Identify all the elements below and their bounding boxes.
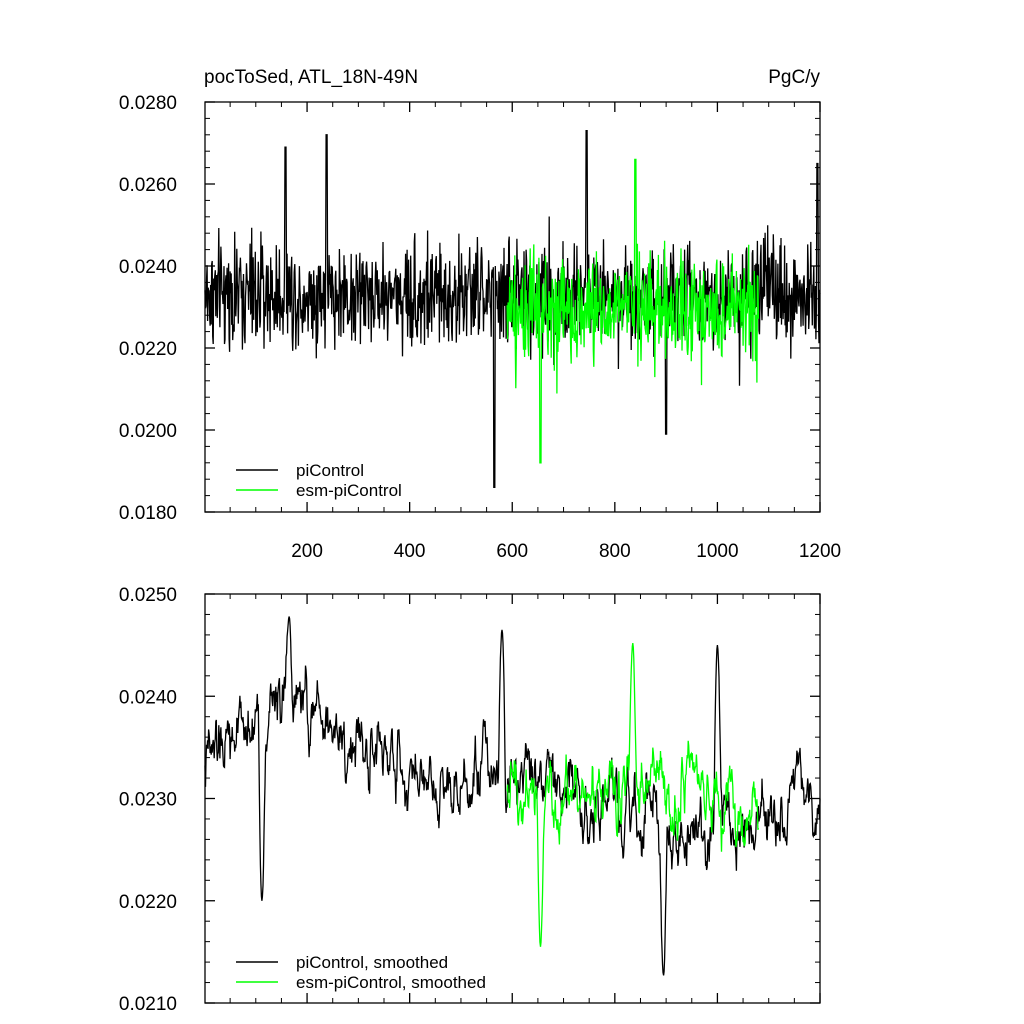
series-line-esm-picontrol [506,158,760,464]
y-tick-label: 0.0230 [119,790,177,811]
top-panel: pocToSed, ATL_18N-49N PgC/y 0.0180 0.0200… [119,67,841,562]
chart-title: pocToSed, ATL_18N-49N [204,67,418,88]
bottom-plot-area: 0.0210 0.0220 0.0230 0.0240 0.0250 [119,585,821,1015]
y-tick-label: 0.0240 [119,687,177,708]
y-tick-label: 0.0250 [119,585,177,606]
x-tick-label: 600 [496,541,528,562]
y-tick-label: 0.0220 [119,892,177,913]
y-tick-label: 0.0220 [119,339,177,360]
x-tick-label: 800 [599,541,631,562]
series-line-esm-picontrol-smoothed [506,643,760,947]
y-tick-label: 0.0240 [119,257,177,278]
y-tick-label: 0.0180 [119,503,177,524]
top-plot-area: 0.0180 0.0200 0.0220 0.0240 0.0260 0.0280 200 4… [119,93,841,562]
legend-label-picontrol: piControl [296,461,364,480]
legend-label-picontrol-smoothed: piControl, smoothed [296,953,448,972]
bottom-legend: piControl, smoothed esm-piControl, smoot… [236,953,486,992]
legend-label-esm-picontrol: esm-piControl [296,481,402,500]
units-label: PgC/y [768,67,820,88]
y-tick-label: 0.0200 [119,421,177,442]
y-tick-label: 0.0260 [119,175,177,196]
legend-label-esm-picontrol-smoothed: esm-piControl, smoothed [296,973,486,992]
top-legend: piControl esm-piControl [236,461,402,500]
x-tick-label: 1200 [799,541,841,562]
x-tick-label: 1000 [696,541,738,562]
x-tick-label: 400 [394,541,426,562]
y-tick-label: 0.0280 [119,93,177,114]
bottom-panel: 0.0210 0.0220 0.0230 0.0240 0.0250 piControl… [119,585,821,1015]
y-tick-label: 0.0210 [119,994,177,1015]
x-tick-label: 200 [291,541,323,562]
